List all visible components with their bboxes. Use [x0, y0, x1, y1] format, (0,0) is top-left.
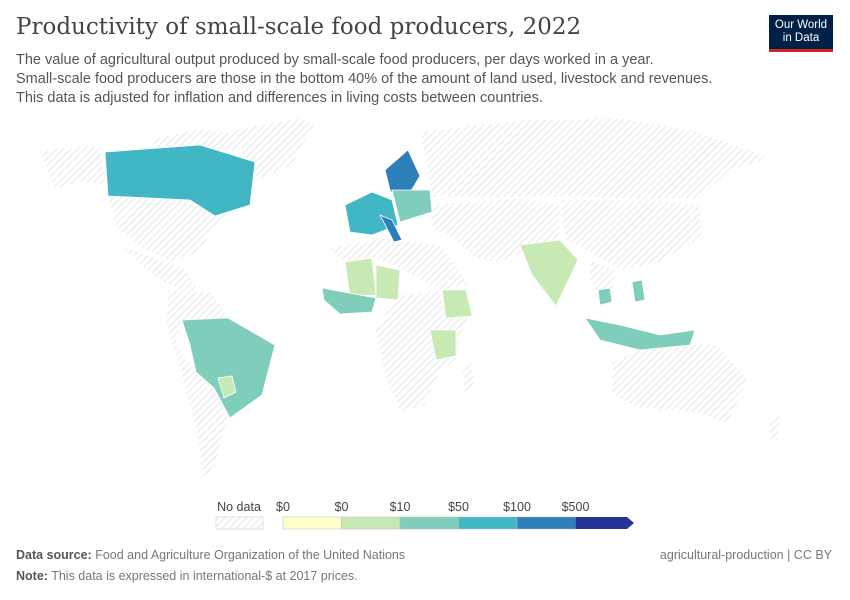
subtitle-line: This data is adjusted for inflation and … — [16, 90, 543, 106]
country-japan[interactable] — [689, 209, 703, 246]
country-brazil[interactable] — [181, 317, 276, 419]
chart-title: Productivity of small-scale food produce… — [16, 14, 582, 40]
slug-license[interactable]: agricultural-production | CC BY — [659, 548, 832, 562]
note-text: This data is expressed in international-… — [51, 569, 358, 583]
country-new-zealand[interactable] — [769, 411, 781, 446]
country-ethiopia[interactable] — [441, 289, 473, 319]
legend-bin-4 — [516, 516, 576, 530]
country-paraguay[interactable] — [217, 375, 237, 399]
country-madagascar[interactable] — [461, 359, 475, 396]
source-text[interactable]: Food and Agriculture Organization of the… — [95, 548, 406, 562]
legend-bin-3 — [458, 516, 518, 530]
note: Note: This data is expressed in internat… — [16, 569, 358, 583]
country-alaska[interactable] — [39, 144, 107, 191]
country-australia[interactable] — [611, 341, 749, 423]
legend: No data $0 $0 $10 $50 $100 $500 — [215, 500, 634, 530]
legend-bin-0 — [282, 516, 342, 530]
country-central-europe[interactable] — [391, 189, 433, 223]
subtitle-line: The value of agricultural output produce… — [16, 52, 654, 68]
country-niger[interactable] — [375, 264, 401, 301]
country-china-east-asia[interactable] — [559, 199, 701, 271]
country-tanzania[interactable] — [429, 329, 457, 361]
legend-tick-label: $500 — [562, 500, 590, 514]
legend-tick-label: $10 — [390, 500, 411, 514]
legend-tick-label: $100 — [503, 500, 531, 514]
country-canada[interactable] — [104, 144, 256, 217]
source-label: Data source: — [16, 548, 92, 562]
legend-bin-2 — [399, 516, 459, 530]
data-source: Data source: Food and Agriculture Organi… — [16, 548, 405, 562]
note-label: Note: — [16, 569, 48, 583]
legend-bin-5 — [575, 517, 634, 529]
owid-logo[interactable]: Our World in Data — [769, 15, 833, 52]
logo-text: in Data — [782, 32, 820, 44]
country-west-african-coast[interactable] — [321, 287, 377, 315]
legend-tick-label: $0 — [276, 500, 290, 514]
logo-text: Our World — [774, 19, 828, 31]
country-italy[interactable] — [379, 214, 403, 243]
legend-tick-label: $0 — [335, 500, 349, 514]
country-russia[interactable] — [419, 117, 772, 201]
legend-no-data-label: No data — [217, 500, 261, 514]
country-vietnam[interactable] — [597, 287, 613, 306]
legend-no-data-swatch — [215, 516, 264, 530]
subtitle-line: Small-scale food producers are those in … — [16, 71, 713, 87]
country-philippines[interactable] — [631, 279, 646, 303]
country-mali[interactable] — [344, 257, 377, 297]
country-indonesia[interactable] — [584, 317, 696, 351]
legend-bin-1 — [341, 516, 401, 530]
country-india[interactable] — [519, 239, 579, 307]
legend-tick-label: $50 — [448, 500, 469, 514]
